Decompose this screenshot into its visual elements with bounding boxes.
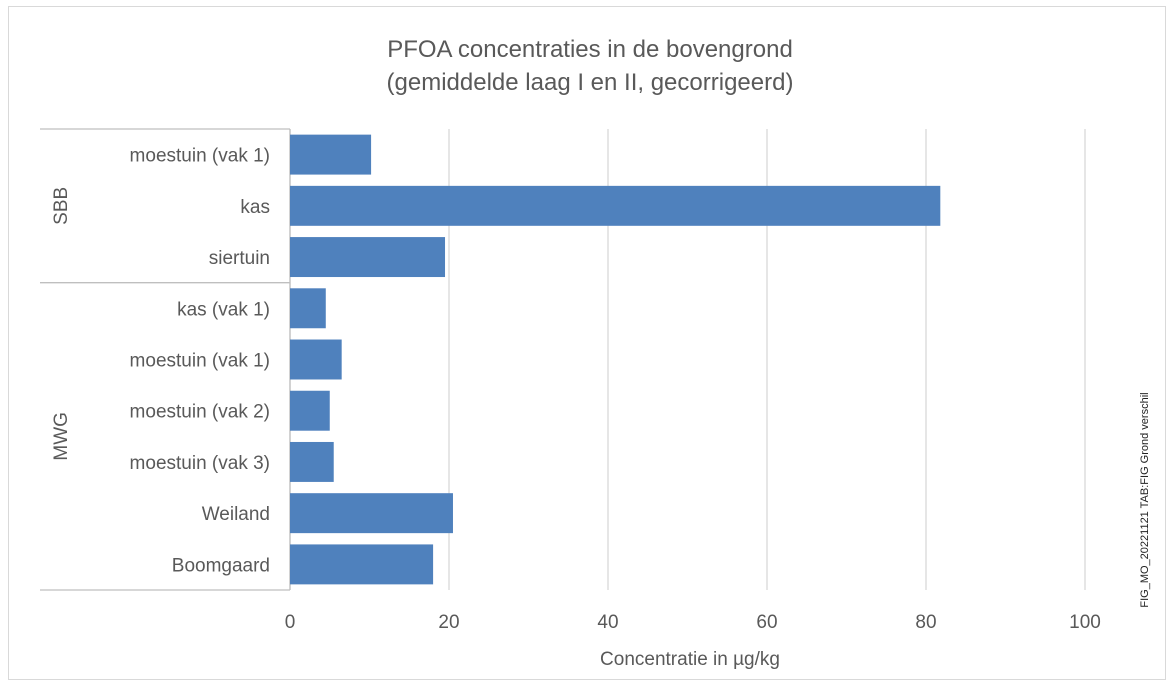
- category-label: kas (vak 1): [177, 299, 270, 320]
- bar: [290, 339, 342, 380]
- category-label: Boomgaard: [172, 555, 270, 576]
- side-note: FIG_MO_20221121 TAB:FIG Grond verschil: [1139, 392, 1151, 608]
- x-axis-ticks: 0 20 40 60 80 100: [285, 612, 1101, 633]
- x-tick-label: 100: [1069, 612, 1101, 633]
- bars: [290, 134, 941, 585]
- x-axis-label: Concentratie in µg/kg: [600, 649, 780, 670]
- category-label: kas: [240, 197, 270, 218]
- category-label: moestuin (vak 1): [130, 351, 270, 372]
- category-label: siertuin: [209, 248, 270, 269]
- category-label: moestuin (vak 2): [130, 402, 270, 423]
- bar: [290, 288, 326, 329]
- bar: [290, 134, 372, 175]
- bar: [290, 237, 446, 278]
- bar: [290, 390, 330, 431]
- bar: [290, 441, 334, 482]
- chart-subtitle: (gemiddelde laag I en II, gecorrigeerd): [387, 69, 794, 96]
- category-label: Weiland: [202, 504, 270, 525]
- x-tick-label: 20: [438, 612, 459, 633]
- category-label: moestuin (vak 3): [130, 453, 270, 474]
- group-label: MWG: [51, 412, 72, 461]
- x-tick-label: 80: [915, 612, 936, 633]
- group-label: SBB: [51, 187, 72, 225]
- chart-title: PFOA concentraties in de bovengrond: [387, 36, 793, 63]
- category-axis: moestuin (vak 1) kas siertuin SBB kas (vak 1…: [40, 128, 291, 591]
- bar: [290, 185, 941, 226]
- x-tick-label: 60: [756, 612, 777, 633]
- bar: [290, 493, 453, 534]
- x-tick-label: 0: [285, 612, 296, 633]
- category-label: moestuin (vak 1): [130, 146, 270, 167]
- chart-frame: [8, 6, 1166, 680]
- x-tick-label: 40: [597, 612, 618, 633]
- bar: [290, 544, 434, 585]
